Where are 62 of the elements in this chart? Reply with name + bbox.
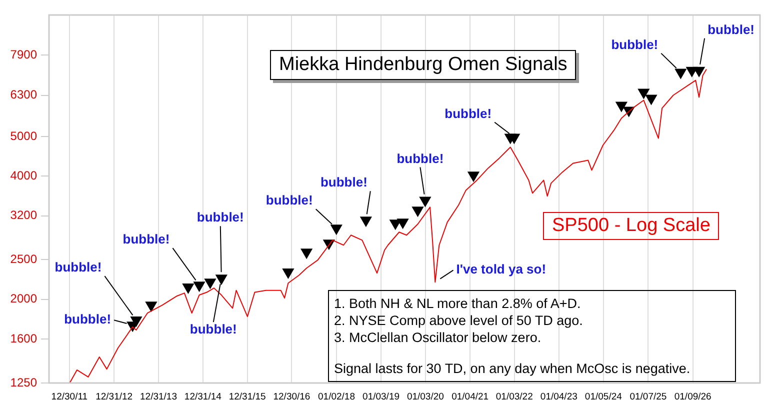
annotation: bubble! <box>54 260 102 275</box>
point <box>330 224 342 235</box>
point <box>674 68 686 79</box>
y-tick-label: 7900 <box>10 47 38 62</box>
point <box>616 102 628 112</box>
x-tick-label: 12/30/11 <box>51 391 88 402</box>
point <box>130 316 142 327</box>
annotation: bubble! <box>444 106 492 121</box>
point <box>282 268 294 279</box>
y-tick-label: 1600 <box>10 331 38 346</box>
point <box>300 248 312 259</box>
annotation: bubble! <box>396 150 444 166</box>
point <box>693 66 705 77</box>
annotation: bubble! <box>611 36 658 52</box>
point <box>508 134 520 144</box>
x-tick-label: 12/31/13 <box>140 391 177 402</box>
x-tick-label: 01/03/22 <box>496 391 533 402</box>
annotation: bubble! <box>64 312 112 327</box>
y-tick-label: 5000 <box>10 128 38 143</box>
annotation: 1. Both NH & NL more than 2.8% of A+D. <box>334 295 582 312</box>
annotation: bubble! <box>122 232 170 247</box>
point <box>194 282 205 292</box>
text: Miekka Hindenburg Omen Signals <box>270 50 576 80</box>
y-tick-label: 6300 <box>10 88 38 102</box>
point <box>216 274 228 285</box>
point <box>204 278 216 289</box>
annotation: 3. McClellan Oscillator below zero. <box>334 329 542 346</box>
annotation: bubble! <box>266 192 313 208</box>
x-tick-label: 01/02/18 <box>318 391 355 402</box>
annotation: Signal lasts for 30 TD, on any day when McOsc is negative. <box>334 360 692 377</box>
annotation: bubble! <box>196 210 244 225</box>
y-tick-label: 2500 <box>10 252 38 266</box>
y-tick-label: 1250 <box>10 375 38 390</box>
series-label: SP500 - Log Scale <box>543 212 720 240</box>
x-tick-label: 01/04/21 <box>452 391 489 402</box>
point <box>638 88 650 99</box>
y-tick-label: 2000 <box>10 292 38 306</box>
x-tick-label: 12/30/16 <box>273 391 310 402</box>
point <box>182 284 194 294</box>
annotation: 2. NYSE Comp above level of 50 TD ago. <box>334 312 584 329</box>
point <box>360 216 372 227</box>
x-tick-label: 01/03/19 <box>362 391 400 402</box>
x-tick-label: 12/31/12 <box>96 391 133 402</box>
annotation: bubble! <box>190 322 237 337</box>
point <box>419 196 431 207</box>
x-tick-label: 01/07/25 <box>630 391 667 402</box>
annotation: bubble! <box>320 174 368 190</box>
point <box>646 94 657 105</box>
point <box>468 172 480 182</box>
x-tick-label: 12/31/15 <box>228 391 266 402</box>
x-tick-label: 01/05/24 <box>584 391 622 402</box>
x-tick-label: 01/03/20 <box>406 391 444 402</box>
point <box>412 206 424 217</box>
x-tick-label: 01/04/23 <box>540 391 578 402</box>
x-tick-label: 01/09/26 <box>674 391 712 402</box>
point <box>397 218 408 229</box>
annotation: bubble! <box>708 22 755 37</box>
point <box>146 302 157 312</box>
annotation: I've told ya so! <box>456 262 546 277</box>
x-tick-label: 12/31/14 <box>184 391 222 402</box>
y-tick-label: 4000 <box>10 168 38 182</box>
y-tick-label: 3200 <box>10 208 38 222</box>
